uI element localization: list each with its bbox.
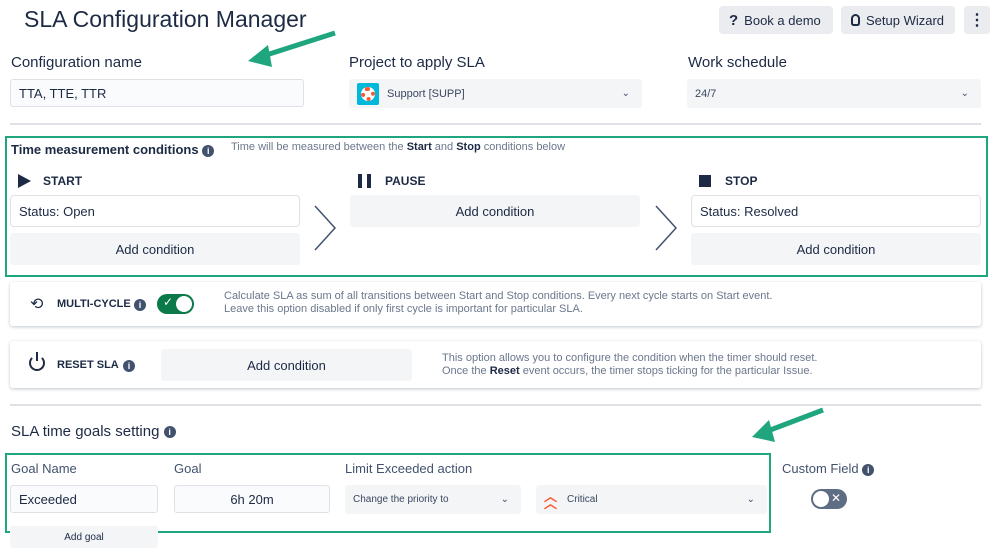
stop-icon <box>699 175 711 187</box>
start-add-condition-button[interactable]: Add condition <box>10 233 300 265</box>
more-menu-icon[interactable]: ⋮ <box>964 6 990 34</box>
stop-condition[interactable]: Status: Resolved <box>691 195 981 227</box>
multicycle-desc-1: Calculate SLA as sum of all transitions … <box>224 290 773 302</box>
reset-desc-2: Once the Reset event occurs, the timer s… <box>442 365 813 377</box>
goal-name-label: Goal Name <box>11 461 77 476</box>
goals-section <box>5 453 771 533</box>
start-label: START <box>43 174 83 188</box>
info-icon[interactable]: i <box>134 299 146 311</box>
time-measurement-section <box>5 136 988 277</box>
info-icon[interactable]: i <box>163 426 176 439</box>
chevron-down-icon: ⌄ <box>500 494 509 505</box>
book-demo-button[interactable]: ? Book a demo <box>719 6 833 34</box>
goals-title: SLA time goals setting i <box>11 423 176 440</box>
goal-input[interactable]: 6h 20m <box>174 485 330 513</box>
project-select[interactable]: Support [SUPP] ⌄ <box>349 79 642 108</box>
time-hint: Time will be measured between the Start … <box>231 141 566 153</box>
close-icon: ✕ <box>830 491 841 505</box>
priority-select[interactable]: ︿ ︿ Critical ⌄ <box>536 485 767 514</box>
schedule-value: 24/7 <box>695 87 717 100</box>
book-demo-label: Book a demo <box>744 12 821 28</box>
annotation-arrow-icon <box>752 407 824 442</box>
info-icon[interactable]: i <box>862 463 875 476</box>
info-icon[interactable]: i <box>202 144 215 157</box>
multicycle-desc-2: Leave this option disabled if only first… <box>224 303 583 315</box>
chevron-right-icon <box>655 205 678 251</box>
goal-label: Goal <box>174 461 202 476</box>
pause-icon <box>358 174 371 188</box>
custom-field-label: Custom Field i <box>782 461 875 476</box>
check-icon: ✓ <box>163 295 174 309</box>
pause-label: PAUSE <box>385 174 426 188</box>
limit-label: Limit Exceeded action <box>345 461 473 476</box>
project-value: Support [SUPP] <box>387 87 465 100</box>
priority-value: Critical <box>567 494 598 505</box>
schedule-select[interactable]: 24/7 ⌄ <box>687 79 981 108</box>
custom-field-toggle[interactable]: ✕ <box>811 489 847 509</box>
start-condition[interactable]: Status: Open <box>10 195 300 227</box>
chevron-down-icon: ⌄ <box>746 494 755 505</box>
question-icon: ? <box>729 11 739 29</box>
play-icon <box>18 174 31 188</box>
config-name-label: Configuration name <box>11 54 142 71</box>
multicycle-toggle[interactable]: ✓ <box>157 294 194 314</box>
lifebuoy-icon <box>357 82 379 105</box>
lightbulb-icon <box>851 14 860 26</box>
priority-critical-icon: ︿ ︿ <box>544 488 558 511</box>
action-select[interactable]: Change the priority to ⌄ <box>345 485 521 514</box>
chevron-down-icon: ⌄ <box>960 88 969 99</box>
multicycle-label: MULTI-CYCLE <box>57 298 131 310</box>
setup-wizard-button[interactable]: Setup Wizard <box>841 6 955 34</box>
chevron-right-icon <box>314 205 337 251</box>
chevron-down-icon: ⌄ <box>621 88 630 99</box>
history-icon: ⟲ <box>30 296 44 313</box>
power-icon <box>29 352 45 371</box>
config-name-input[interactable]: TTA, TTE, TTR <box>10 79 304 107</box>
setup-wizard-label: Setup Wizard <box>866 12 945 28</box>
divider <box>10 123 981 125</box>
schedule-label: Work schedule <box>688 54 787 71</box>
time-measurement-title: Time measurement conditions i <box>11 142 215 157</box>
reset-add-condition-button[interactable]: Add condition <box>161 349 412 381</box>
annotation-arrow-icon <box>248 30 336 67</box>
divider <box>10 404 981 406</box>
stop-label: STOP <box>725 174 758 188</box>
action-value: Change the priority to <box>353 494 449 505</box>
reset-desc-1: This option allows you to configure the … <box>442 352 818 364</box>
project-label: Project to apply SLA <box>349 54 485 71</box>
info-icon[interactable]: i <box>123 360 135 372</box>
add-goal-button[interactable]: Add goal <box>10 526 158 548</box>
stop-add-condition-button[interactable]: Add condition <box>691 233 981 265</box>
reset-label: RESET SLA <box>57 359 119 371</box>
page-title: SLA Configuration Manager <box>24 6 307 32</box>
pause-add-condition-button[interactable]: Add condition <box>350 195 640 227</box>
goal-name-input[interactable]: Exceeded <box>10 485 158 513</box>
